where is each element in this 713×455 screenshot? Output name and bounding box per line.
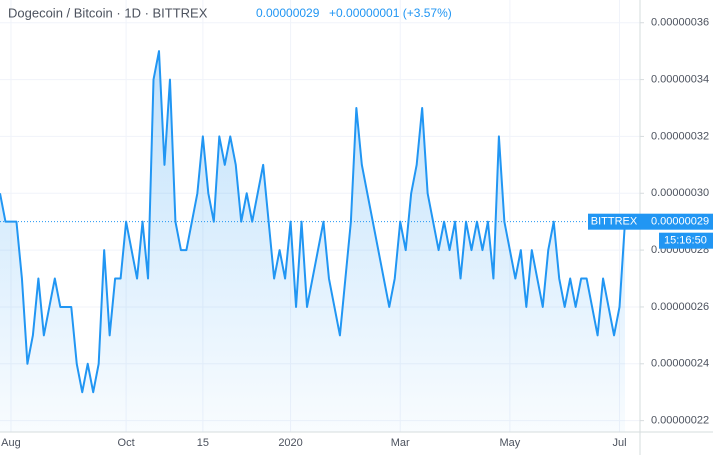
y-tick-label: 0.00000024	[651, 358, 709, 370]
y-tick-label: 0.00000030	[651, 187, 709, 199]
y-tick-label: 0.00000034	[651, 73, 709, 85]
y-tick-label: 0.00000026	[651, 301, 709, 313]
exchange-tag: BITTREX	[591, 216, 638, 228]
y-tick-label: 0.00000036	[651, 17, 709, 29]
countdown: 15:16:50	[664, 235, 707, 247]
y-tick-label: 0.00000032	[651, 130, 709, 142]
x-tick-label: Oct	[118, 437, 135, 449]
countdown-box	[659, 232, 713, 249]
last-price: 0.00000029	[256, 6, 320, 20]
price-line-series	[0, 50, 626, 394]
x-tick-label: Aug	[1, 437, 21, 449]
x-tick-label: Mar	[391, 437, 410, 449]
price-label-box	[640, 213, 713, 230]
price-change: +0.00000001 (+3.57%)	[329, 6, 452, 20]
x-tick-label: Jul	[612, 437, 626, 449]
area	[0, 51, 625, 432]
exchange-tag-box	[588, 213, 640, 230]
chart-title: Dogecoin / Bitcoin · 1D · BITTREX	[8, 5, 208, 20]
x-tick-label: 15	[197, 437, 209, 449]
price-label: 0.00000029	[651, 216, 709, 228]
x-tick-label: 2020	[278, 437, 302, 449]
x-tick-label: May	[499, 437, 520, 449]
y-tick-label: 0.00000022	[651, 415, 709, 427]
